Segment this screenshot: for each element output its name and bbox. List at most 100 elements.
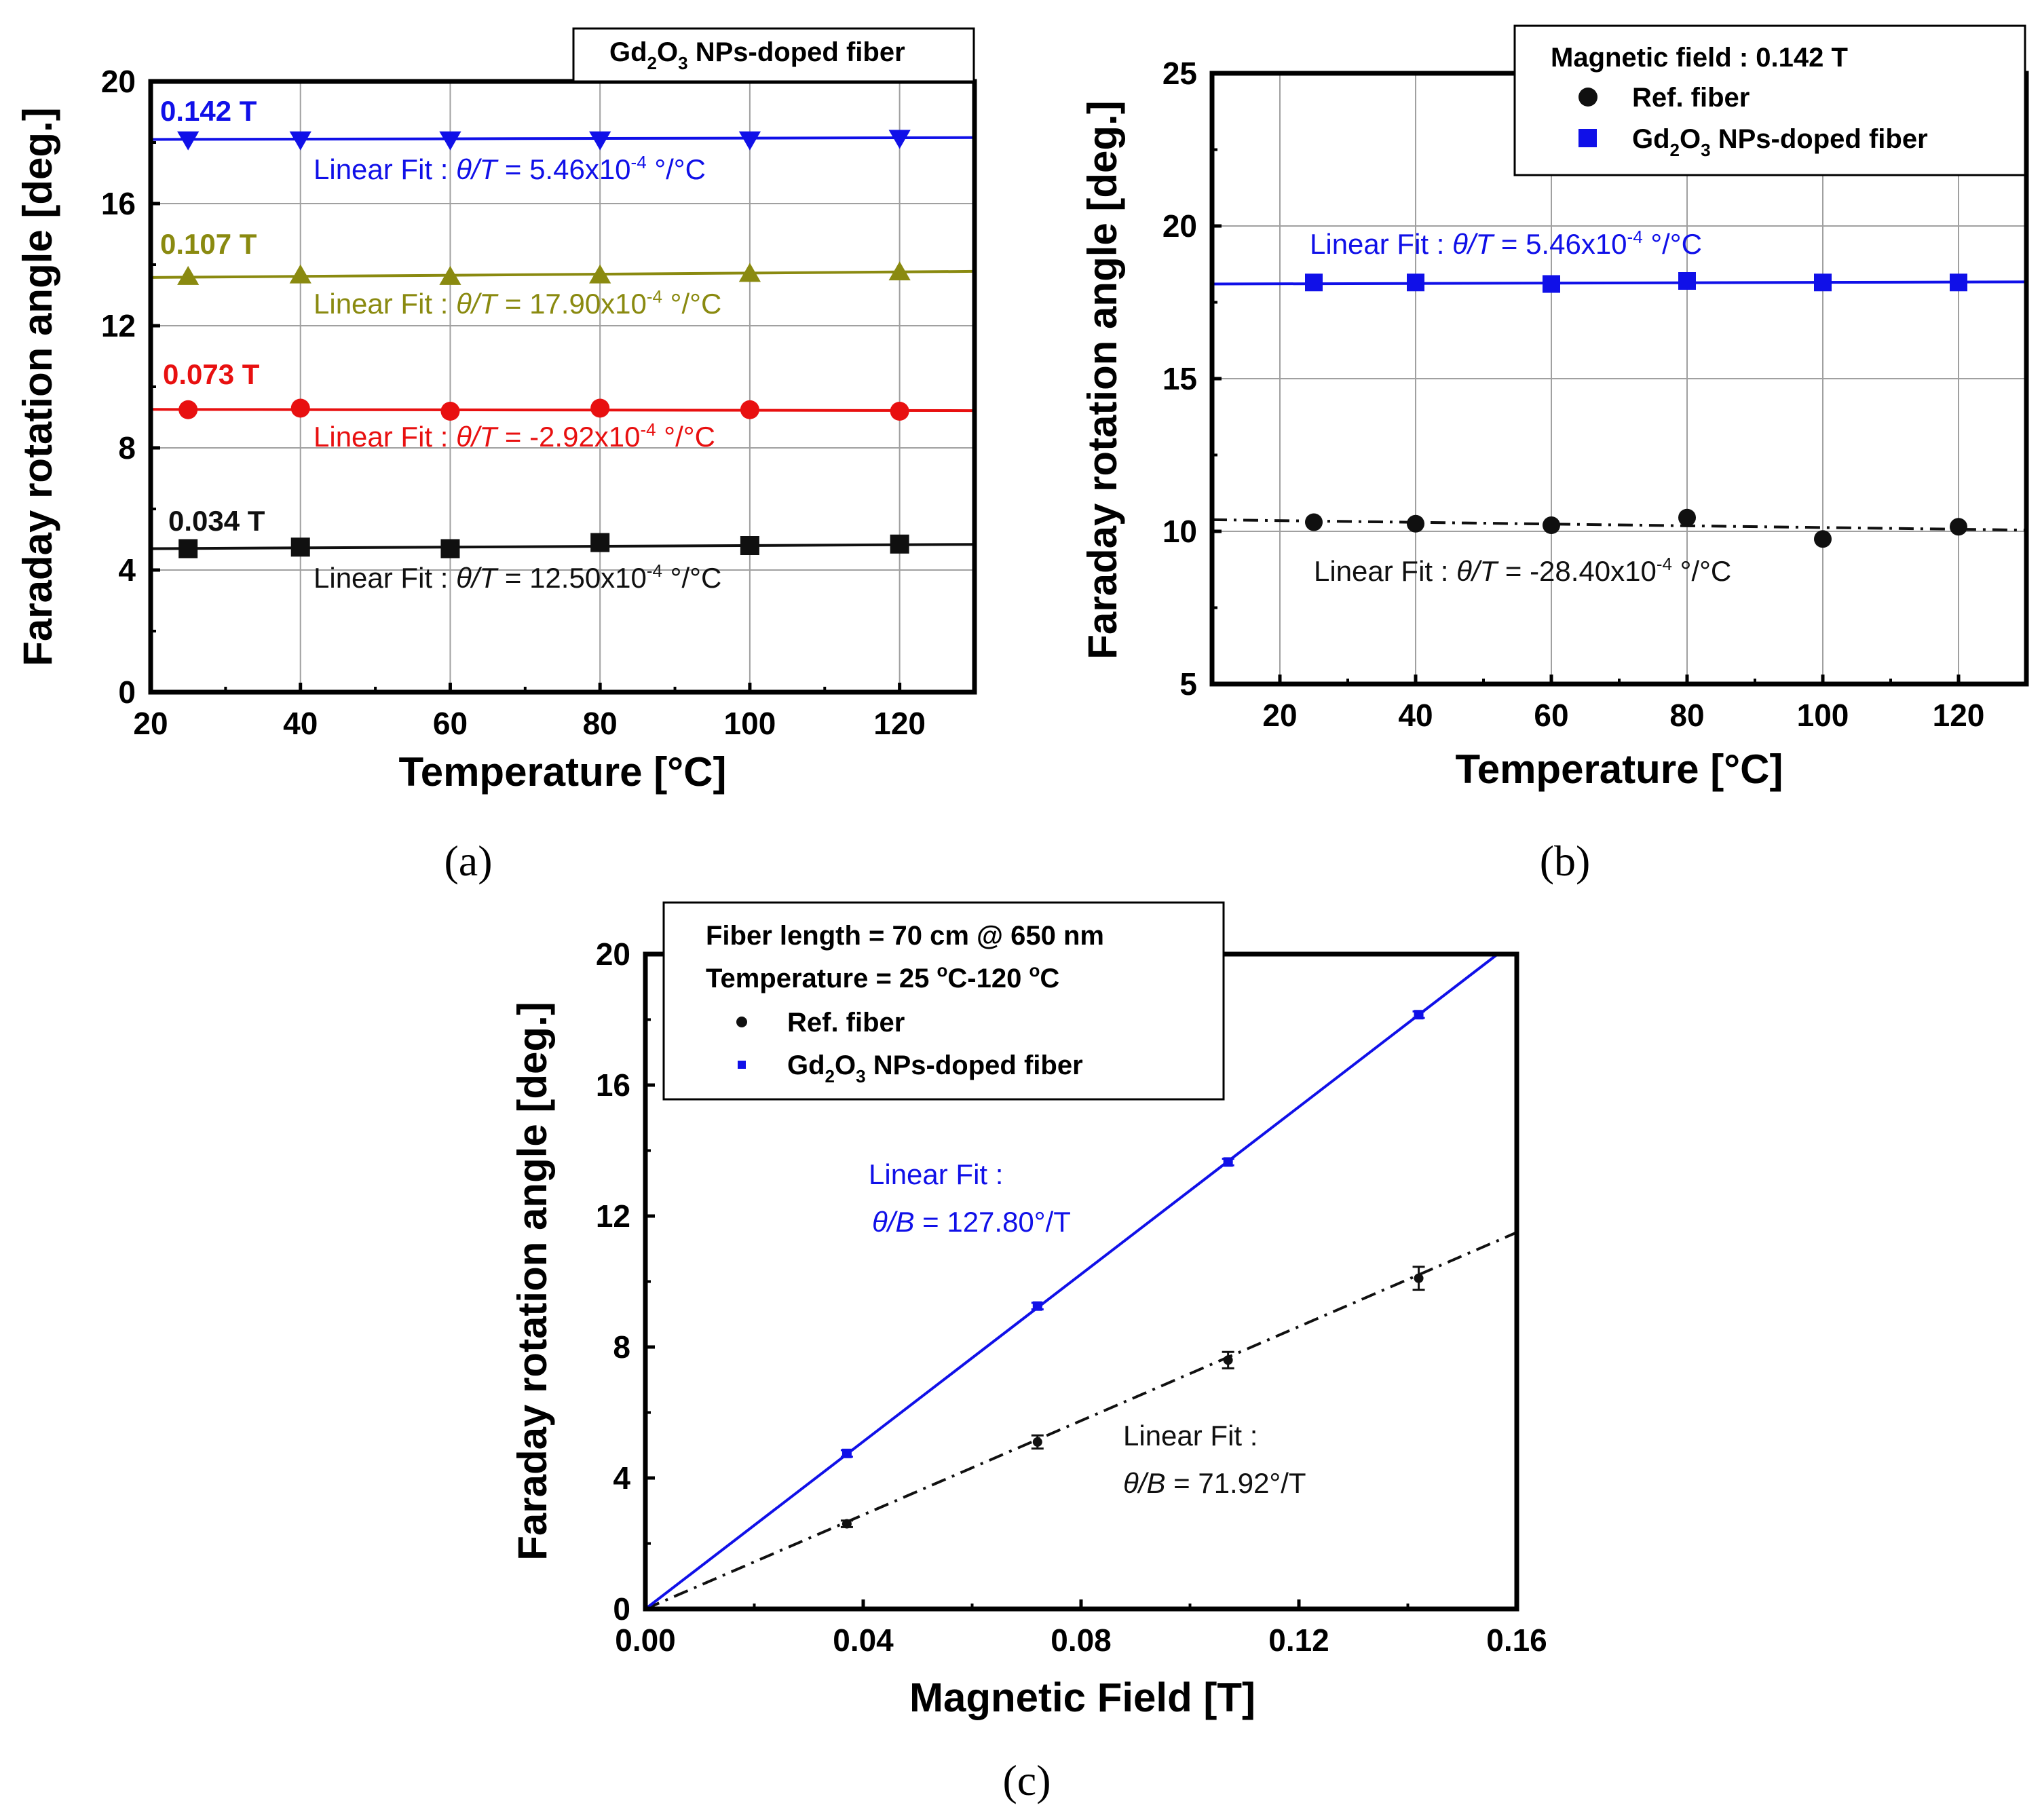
x-tick-label: 0.12 [1268, 1623, 1329, 1658]
data-point [1414, 1273, 1424, 1283]
panel-c-legend-ref: Ref. fiber [787, 1008, 905, 1038]
fit-line-0-142-t [150, 136, 975, 141]
data-point [740, 536, 759, 555]
data-point [1950, 518, 1967, 536]
data-point [740, 400, 759, 419]
panel-c-legend-box [662, 901, 1225, 1101]
fit-line-0-034-t [150, 543, 975, 550]
data-point [177, 131, 200, 151]
panel-c-fit-text-ref-2: θ/B = 71.92°/T [1123, 1467, 1306, 1499]
data-point [590, 533, 610, 552]
panel-c-fit-text-gd-1: Linear Fit : [869, 1158, 1003, 1190]
panel-a-label-0034: 0.034 T [168, 505, 265, 537]
fit-line-gd2o3-nps-doped-fiber [644, 953, 1499, 1610]
panel-c-legend-gd-marker [738, 1061, 746, 1069]
panel-b-ylabel: Faraday rotation angle [deg.] [1080, 100, 1125, 659]
y-tick-label: 16 [596, 1067, 630, 1103]
panel-b-legend-box [1513, 24, 2026, 176]
data-point [1543, 516, 1560, 534]
panel-a-ticks: 20 40 60 80 100 120 0 4 8 12 16 20 [101, 64, 976, 741]
x-tick-label: 0.16 [1486, 1623, 1547, 1658]
data-point [738, 263, 761, 282]
data-point [589, 131, 611, 151]
x-tick-label: 100 [724, 706, 776, 741]
data-point [290, 398, 310, 418]
fit-line-0-107-t [150, 269, 975, 279]
data-point [289, 131, 311, 151]
panel-c-ylabel: Faraday rotation angle [deg.] [510, 1002, 555, 1560]
panel-a-markers [177, 130, 911, 558]
panel-c-legend-line-1: Fiber length = 70 cm @ 650 nm [706, 921, 1104, 951]
data-point [1543, 275, 1560, 293]
x-tick-label: 60 [1534, 698, 1568, 733]
fit-line-ref-fiber [1211, 518, 2027, 532]
x-tick-label: 20 [1262, 698, 1297, 733]
panel-a-label-0107: 0.107 T [160, 228, 257, 260]
data-point [178, 539, 198, 558]
data-point [738, 131, 761, 151]
y-tick-label: 12 [101, 308, 136, 343]
panel-b-legend-title: Magnetic field : 0.142 T [1551, 43, 1848, 73]
y-tick-label: 20 [101, 64, 136, 99]
panel-a-label-0073: 0.073 T [163, 358, 260, 390]
panel-a-fit-text-0142: Linear Fit : θ/T = 5.46x10-4 °/°C [314, 152, 706, 185]
fit-line-0-073-t [150, 408, 975, 413]
panel-a-xlabel: Temperature [°C] [399, 749, 727, 795]
data-point [1814, 530, 1832, 548]
panel-c-legend-ref-marker [736, 1017, 747, 1027]
y-tick-label: 12 [596, 1198, 630, 1234]
panel-b-legend-gd-marker [1578, 129, 1597, 147]
panel-b-fit-text-gd: Linear Fit : θ/T = 5.46x10-4 °/°C [1310, 227, 1702, 260]
panel-a-caption: (a) [444, 837, 492, 885]
panel-a-fit-lines [150, 136, 975, 550]
data-point [888, 261, 911, 281]
y-tick-label: 20 [596, 936, 630, 972]
panel-c-fit-text-gd-2: θ/B = 127.80°/T [872, 1206, 1071, 1238]
data-point [1414, 1010, 1424, 1020]
data-point [440, 539, 460, 558]
data-point [1223, 1355, 1233, 1365]
panel-b-xlabel: Temperature [°C] [1456, 746, 1783, 792]
data-point [1678, 508, 1696, 527]
data-point [1032, 1301, 1042, 1311]
data-point [842, 1448, 852, 1458]
x-tick-label: 120 [1933, 698, 1985, 733]
panel-c-caption: (c) [1002, 1756, 1051, 1804]
y-tick-label: 8 [118, 430, 136, 466]
panel-a-fit-text-0107: Linear Fit : θ/T = 17.90x10-4 °/°C [314, 286, 721, 320]
data-point [439, 265, 461, 285]
x-tick-label: 120 [873, 706, 926, 741]
panel-b-markers [1305, 272, 1967, 548]
panel-a-legend-box [572, 27, 975, 83]
x-tick-label: 100 [1797, 698, 1849, 733]
data-point [842, 1519, 852, 1529]
x-tick-label: 40 [1398, 698, 1433, 733]
y-tick-label: 10 [1162, 514, 1197, 549]
data-point [1223, 1157, 1233, 1167]
data-point [1678, 272, 1696, 290]
x-tick-label: 80 [1669, 698, 1704, 733]
y-tick-label: 8 [613, 1329, 630, 1365]
panel-c-ticks: 0.00 0.04 0.08 0.12 0.16 0 4 8 12 16 20 [596, 936, 1547, 1658]
panel-c-legend-line-2: Temperature = 25 oC-120 oC [706, 960, 1059, 993]
data-point [888, 130, 911, 149]
data-point [1305, 273, 1323, 292]
panel-c-markers [840, 1010, 1425, 1529]
fit-line-gd2o3-nps-doped-fiber [1211, 280, 2027, 286]
data-point [890, 402, 909, 421]
x-tick-label: 0.08 [1051, 1623, 1112, 1658]
panel-b-fit-lines [1211, 280, 2027, 532]
panel-c-fit-lines [644, 953, 1517, 1610]
data-point [440, 402, 460, 421]
data-point [439, 131, 461, 151]
data-point [890, 534, 909, 554]
panel-b: 20 40 60 80 100 120 5 10 15 20 25 Magnetic field :… [1080, 24, 2029, 885]
data-point [290, 537, 310, 557]
panel-b-legend-ref-marker [1578, 88, 1597, 107]
panel-b-ticks: 20 40 60 80 100 120 5 10 15 20 25 [1162, 56, 2028, 733]
data-point [177, 265, 200, 285]
y-tick-label: 4 [118, 552, 136, 588]
data-point [1032, 1437, 1042, 1447]
